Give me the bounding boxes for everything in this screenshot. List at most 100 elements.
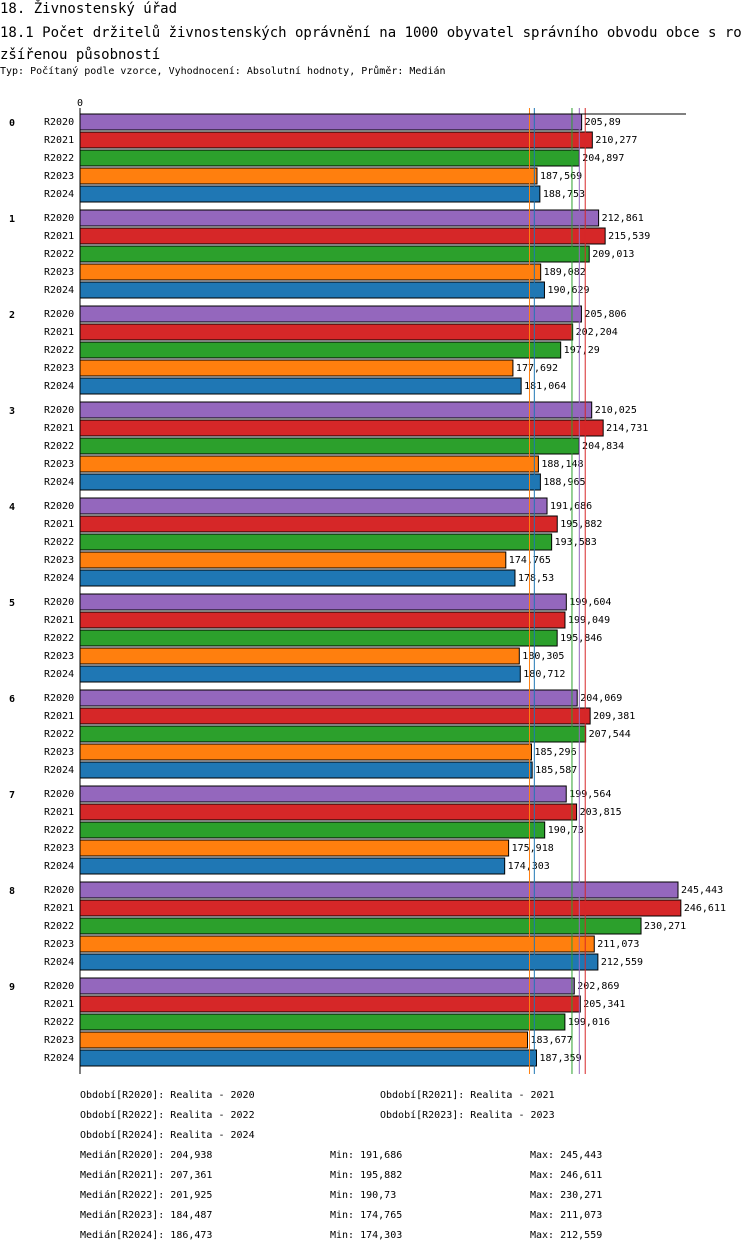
series-label: R2022 (44, 345, 74, 356)
bar-R2020 (79, 593, 567, 611)
series-label: R2022 (44, 825, 74, 836)
series-label: R2023 (44, 843, 74, 854)
data-label: 209,381 (593, 711, 635, 722)
legend-max: Max: 212,559 (530, 1230, 603, 1241)
series-label: R2024 (44, 285, 74, 296)
data-label: 212,861 (602, 213, 644, 224)
data-label: 205,341 (583, 999, 625, 1010)
bar-R2022 (79, 1013, 566, 1031)
data-label: 197,29 (564, 345, 600, 356)
series-label: R2022 (44, 441, 74, 452)
series-label: R2023 (44, 555, 74, 566)
category-label: 8 (9, 886, 15, 897)
bar-R2021 (79, 515, 558, 533)
data-label: 175,918 (512, 843, 554, 854)
bar-R2021 (79, 899, 682, 917)
series-label: R2020 (44, 597, 74, 608)
series-label: R2021 (44, 903, 74, 914)
series-label: R2022 (44, 633, 74, 644)
data-label: 202,204 (576, 327, 618, 338)
data-label: 204,897 (582, 153, 624, 164)
bar-R2023 (79, 935, 595, 953)
series-label: R2024 (44, 765, 74, 776)
series-label: R2022 (44, 1017, 74, 1028)
data-label: 188,148 (541, 459, 583, 470)
category-label: 3 (9, 406, 15, 417)
series-label: R2023 (44, 171, 74, 182)
series-label: R2021 (44, 423, 74, 434)
category-label: 4 (9, 502, 15, 513)
bar-R2023 (79, 359, 514, 377)
data-label: 210,025 (595, 405, 637, 416)
data-label: 202,869 (577, 981, 619, 992)
series-label: R2021 (44, 519, 74, 530)
bar-R2020 (79, 113, 583, 131)
bar-R2021 (79, 707, 591, 725)
data-label: 211,073 (597, 939, 639, 950)
data-label: 230,271 (644, 921, 686, 932)
data-label: 193,583 (555, 537, 597, 548)
series-label: R2020 (44, 405, 74, 416)
data-label: 183,677 (531, 1035, 573, 1046)
category-label: 9 (9, 982, 15, 993)
series-label: R2024 (44, 861, 74, 872)
data-label: 210,277 (595, 135, 637, 146)
series-label: R2024 (44, 957, 74, 968)
category-label: 1 (9, 214, 15, 225)
bar-R2024 (79, 185, 541, 203)
bar-R2024 (79, 473, 541, 491)
data-label: 246,611 (684, 903, 726, 914)
bar-R2020 (79, 881, 679, 899)
series-label: R2020 (44, 501, 74, 512)
series-label: R2020 (44, 981, 74, 992)
data-label: 199,016 (568, 1017, 610, 1028)
data-label: 205,89 (585, 117, 621, 128)
legend-min: Min: 190,73 (330, 1190, 397, 1201)
bar-R2022 (79, 629, 558, 647)
series-label: R2020 (44, 789, 74, 800)
series-label: R2020 (44, 693, 74, 704)
series-label: R2021 (44, 327, 74, 338)
legend-min: Min: 174,765 (330, 1210, 403, 1221)
type-line: Typ: Počítaný podle vzorce, Vyhodnocení:… (0, 66, 446, 77)
data-label: 195,846 (560, 633, 602, 644)
data-label: 180,305 (522, 651, 564, 662)
data-label: 245,443 (681, 885, 723, 896)
bar-R2020 (79, 497, 548, 515)
data-label: 190,73 (548, 825, 584, 836)
page-title: 18. Živnostenský úřad (0, 1, 178, 17)
bar-R2022 (79, 437, 580, 455)
legend-max: Max: 230,271 (530, 1190, 603, 1201)
data-label: 209,013 (592, 249, 634, 260)
data-label: 205,806 (584, 309, 626, 320)
legend-period: Období[R2023]: Realita - 2023 (380, 1110, 555, 1121)
series-label: R2024 (44, 669, 74, 680)
category-label: 0 (9, 118, 15, 129)
bar-R2022 (79, 917, 642, 935)
legend-min: Min: 174,303 (330, 1230, 403, 1241)
series-label: R2021 (44, 807, 74, 818)
bar-R2021 (79, 131, 593, 149)
bar-R2023 (79, 263, 542, 281)
legend-min: Min: 191,686 (330, 1150, 403, 1161)
data-label: 188,965 (543, 477, 585, 488)
data-label: 195,882 (560, 519, 602, 530)
series-label: R2023 (44, 747, 74, 758)
bar-R2024 (79, 665, 521, 683)
series-label: R2024 (44, 573, 74, 584)
data-label: 199,049 (568, 615, 610, 626)
bar-R2024 (79, 857, 506, 875)
data-label: 204,069 (580, 693, 622, 704)
series-label: R2024 (44, 1053, 74, 1064)
legend-period: Období[R2022]: Realita - 2022 (80, 1110, 255, 1121)
series-label: R2023 (44, 363, 74, 374)
series-label: R2022 (44, 537, 74, 548)
category-label: 6 (9, 694, 15, 705)
data-label: 214,731 (606, 423, 648, 434)
bar-R2022 (79, 725, 587, 743)
bar-R2021 (79, 419, 604, 437)
bar-R2020 (79, 209, 600, 227)
series-label: R2020 (44, 885, 74, 896)
category-label: 7 (9, 790, 15, 801)
legend-min: Min: 195,882 (330, 1170, 403, 1181)
